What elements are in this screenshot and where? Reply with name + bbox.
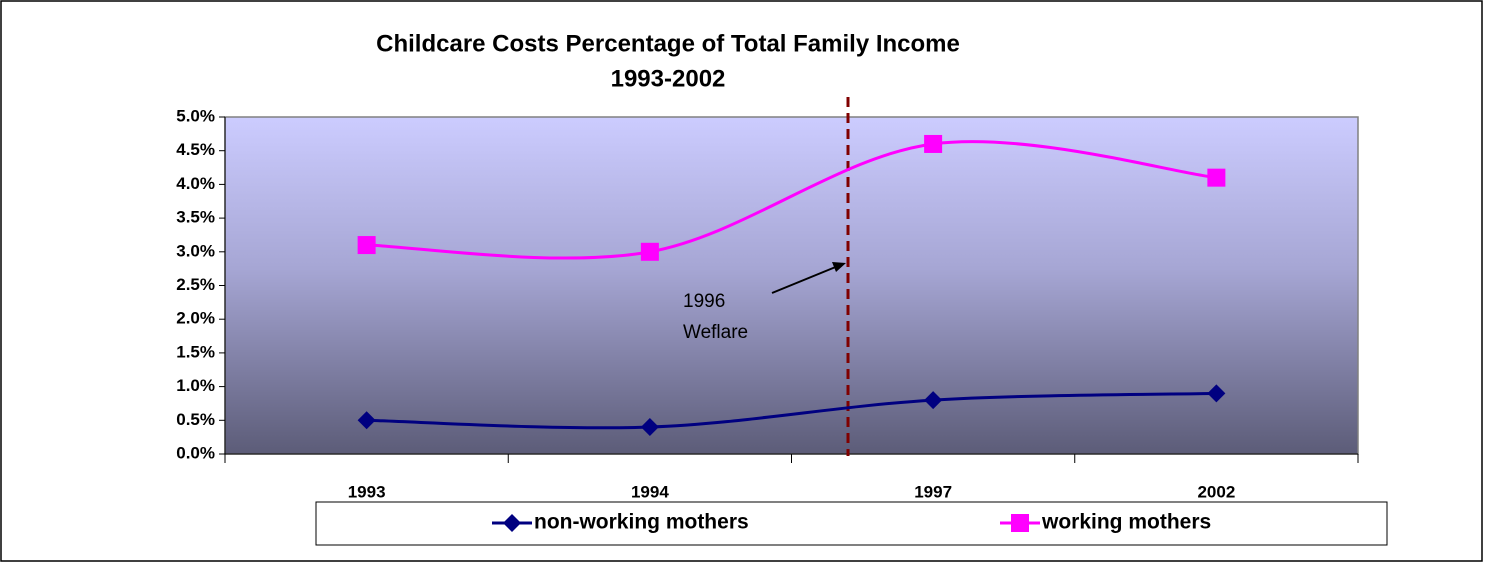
y-tick-label: 5.0% <box>176 106 215 125</box>
y-tick-label: 3.5% <box>176 208 215 227</box>
y-tick-label: 1.0% <box>176 376 215 395</box>
marker <box>640 242 659 261</box>
y-tick-label: 2.5% <box>176 275 215 294</box>
x-tick-label: 1993 <box>348 482 386 501</box>
marker <box>1207 168 1226 187</box>
marker <box>357 236 376 255</box>
y-tick-label: 0.0% <box>176 443 215 462</box>
x-tick-label: 1997 <box>914 482 952 501</box>
y-tick-label: 0.5% <box>176 410 215 429</box>
annotation: Weflare <box>683 322 748 343</box>
chart-title: Childcare Costs Percentage of Total Fami… <box>376 30 960 57</box>
marker <box>1011 514 1029 532</box>
series-line <box>366 391 1217 430</box>
marker <box>357 411 376 430</box>
y-tick-label: 1.5% <box>176 342 215 361</box>
y-tick-label: 4.0% <box>176 174 215 193</box>
y-tick-label: 3.0% <box>176 241 215 260</box>
legend-label: working mothers <box>1041 511 1211 534</box>
x-tick-label: 2002 <box>1197 482 1235 501</box>
marker <box>503 514 521 532</box>
annotation-arrow <box>771 265 839 294</box>
marker <box>640 418 659 437</box>
marker <box>924 391 943 410</box>
legend-box <box>315 501 1388 546</box>
marker <box>924 134 943 153</box>
y-tick-label: 2.0% <box>176 309 215 328</box>
x-tick-label: 1994 <box>631 482 669 501</box>
annotation-arrowhead <box>832 262 846 272</box>
legend-label: non-working mothers <box>534 511 749 534</box>
y-tick-label: 4.5% <box>176 140 215 159</box>
annotation: 1996 <box>683 291 725 312</box>
chart-subtitle: 1993-2002 <box>611 65 726 92</box>
marker <box>1207 384 1226 403</box>
series-line <box>366 140 1217 260</box>
